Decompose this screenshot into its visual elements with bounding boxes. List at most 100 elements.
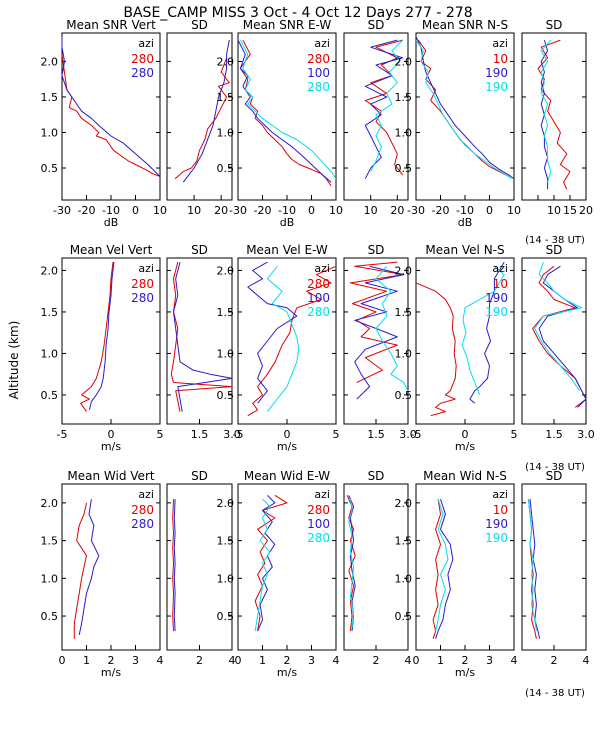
x-tick-label: 0 <box>308 204 315 217</box>
x-tick-label: -10 <box>102 204 120 217</box>
x-tick-label: -5 <box>411 428 422 441</box>
panel-7: Mean Vel Vert 0.5 1.0 1.5 2.0 -5 0 5 m/s azi 28028… <box>41 243 164 453</box>
y-tick-label: 2.0 <box>395 55 413 68</box>
panel-frame <box>521 257 587 425</box>
x-axis-label: m/s <box>455 440 475 453</box>
x-tick-label: 4 <box>229 654 236 667</box>
x-tick-label: 0 <box>284 428 291 441</box>
series-line-red <box>349 261 405 383</box>
panel-3: Mean SNR E-W 0.5 1.0 1.5 2.0 -30 -20 -10 0 10 dB az… <box>217 18 344 229</box>
x-tick-label: 20 <box>390 204 404 217</box>
x-axis-label: m/s <box>455 666 475 679</box>
series-line-cyan <box>435 498 449 632</box>
legend-entry-cyan: 190 <box>485 80 508 94</box>
series-line-cyan <box>254 498 271 632</box>
legend-header: azi <box>492 37 508 50</box>
legend-entry-red: 280 <box>131 277 154 291</box>
legend-header: azi <box>138 262 154 275</box>
y-tick-label: 1.0 <box>395 126 413 139</box>
time-note-row-1: (14 - 38 UT) <box>525 235 585 246</box>
series-line-blue <box>364 39 404 179</box>
y-tick-label: 1.5 <box>217 306 235 319</box>
panel-12: SD 1.5 3.0 <box>521 243 595 441</box>
panel-16: SD 2 4 <box>343 469 412 667</box>
x-tick-label: 1 <box>259 654 266 667</box>
panel-frame <box>343 32 409 201</box>
panel-title: Mean Wid Vert <box>67 469 154 483</box>
y-tick-label: 2.0 <box>217 497 235 510</box>
series-line-red <box>174 57 230 180</box>
x-tick-label: 10 <box>329 204 343 217</box>
panel-4: SD 10 20 <box>343 18 409 217</box>
legend-entry-blue: 100 <box>307 66 330 80</box>
x-axis-label: m/s <box>277 440 297 453</box>
legend-entry-red: 10 <box>493 277 508 291</box>
y-tick-label: 1.0 <box>41 347 59 360</box>
series-line-blue <box>88 262 115 411</box>
x-axis-label: dB <box>104 216 119 229</box>
x-axis-label: m/s <box>101 666 121 679</box>
panel-title: SD <box>368 469 385 483</box>
panel-frame <box>166 32 233 201</box>
y-tick-label: 1.0 <box>395 572 413 585</box>
y-tick-label: 1.0 <box>217 572 235 585</box>
legend-entry-blue: 280 <box>131 291 154 305</box>
panel-title: SD <box>368 243 385 257</box>
panel-5: Mean SNR N-S 0.5 1.0 1.5 2.0 -30 -20 -10 0 10 dB az… <box>395 18 522 229</box>
panel-18: SD 2 4 <box>521 469 590 667</box>
x-tick-label: 0 <box>132 204 139 217</box>
y-tick-label: 1.0 <box>41 126 59 139</box>
x-tick-label: 3.0 <box>577 428 595 441</box>
x-tick-label: -30 <box>53 204 71 217</box>
y-tick-label: 1.5 <box>395 306 413 319</box>
x-tick-label: 3.0 <box>223 428 241 441</box>
panel-title: SD <box>546 18 563 32</box>
x-tick-label: 10 <box>364 204 378 217</box>
y-tick-label: 1.5 <box>395 535 413 548</box>
y-tick-label: 1.0 <box>217 126 235 139</box>
series-line-red <box>415 282 457 417</box>
x-tick-label: 1 <box>437 654 444 667</box>
panel-1: Mean SNR Vert 0.5 1.0 1.5 2.0 -30 -20 -10 0 10 dB a… <box>41 18 168 229</box>
panel-frame <box>521 32 587 201</box>
x-tick-label: 1.5 <box>367 428 385 441</box>
panel-2: SD 10 20 <box>166 18 233 217</box>
y-tick-label: 2.0 <box>217 264 235 277</box>
x-tick-label: 1 <box>83 654 90 667</box>
series-line-blue <box>257 494 276 632</box>
y-tick-label: 2.0 <box>41 264 59 277</box>
legend-entry-blue: 190 <box>485 291 508 305</box>
x-tick-label: -5 <box>233 428 244 441</box>
x-tick-label: 3 <box>486 654 493 667</box>
legend-header: azi <box>138 488 154 501</box>
series-line-blue <box>173 499 176 632</box>
x-tick-label: -30 <box>229 204 247 217</box>
series-line-red <box>532 265 587 408</box>
x-tick-label: 15 <box>563 204 577 217</box>
y-tick-label: 0.5 <box>41 162 59 175</box>
series-line-cyan <box>534 261 583 392</box>
legend-entry-red: 280 <box>307 503 330 517</box>
series-line-blue <box>529 499 541 639</box>
series-line-blue <box>78 499 100 636</box>
series-line-cyan <box>348 499 355 628</box>
panel-title: SD <box>368 18 385 32</box>
x-tick-label: 10 <box>187 204 201 217</box>
x-tick-label: 2 <box>462 654 469 667</box>
x-tick-label: 4 <box>333 654 340 667</box>
panel-title: Mean Vel Vert <box>70 243 153 257</box>
x-tick-label: 20 <box>579 204 593 217</box>
x-tick-label: 3 <box>308 654 315 667</box>
legend-entry-cyan: 190 <box>485 531 508 545</box>
panel-10: SD 1.5 3.0 <box>343 243 417 441</box>
x-axis-label: dB <box>280 216 295 229</box>
x-tick-label: 0 <box>413 654 420 667</box>
x-tick-label: 10 <box>153 204 167 217</box>
panel-17: Mean Wid N-S0.51.01.52.00 1 2 3 4m/sazi10190… <box>395 469 518 679</box>
legend-entry-blue: 190 <box>485 66 508 80</box>
panel-title: SD <box>546 243 563 257</box>
x-tick-label: 2 <box>551 654 558 667</box>
x-tick-label: -30 <box>407 204 425 217</box>
legend-entry-cyan: 280 <box>307 531 330 545</box>
series-line-red <box>61 54 161 177</box>
